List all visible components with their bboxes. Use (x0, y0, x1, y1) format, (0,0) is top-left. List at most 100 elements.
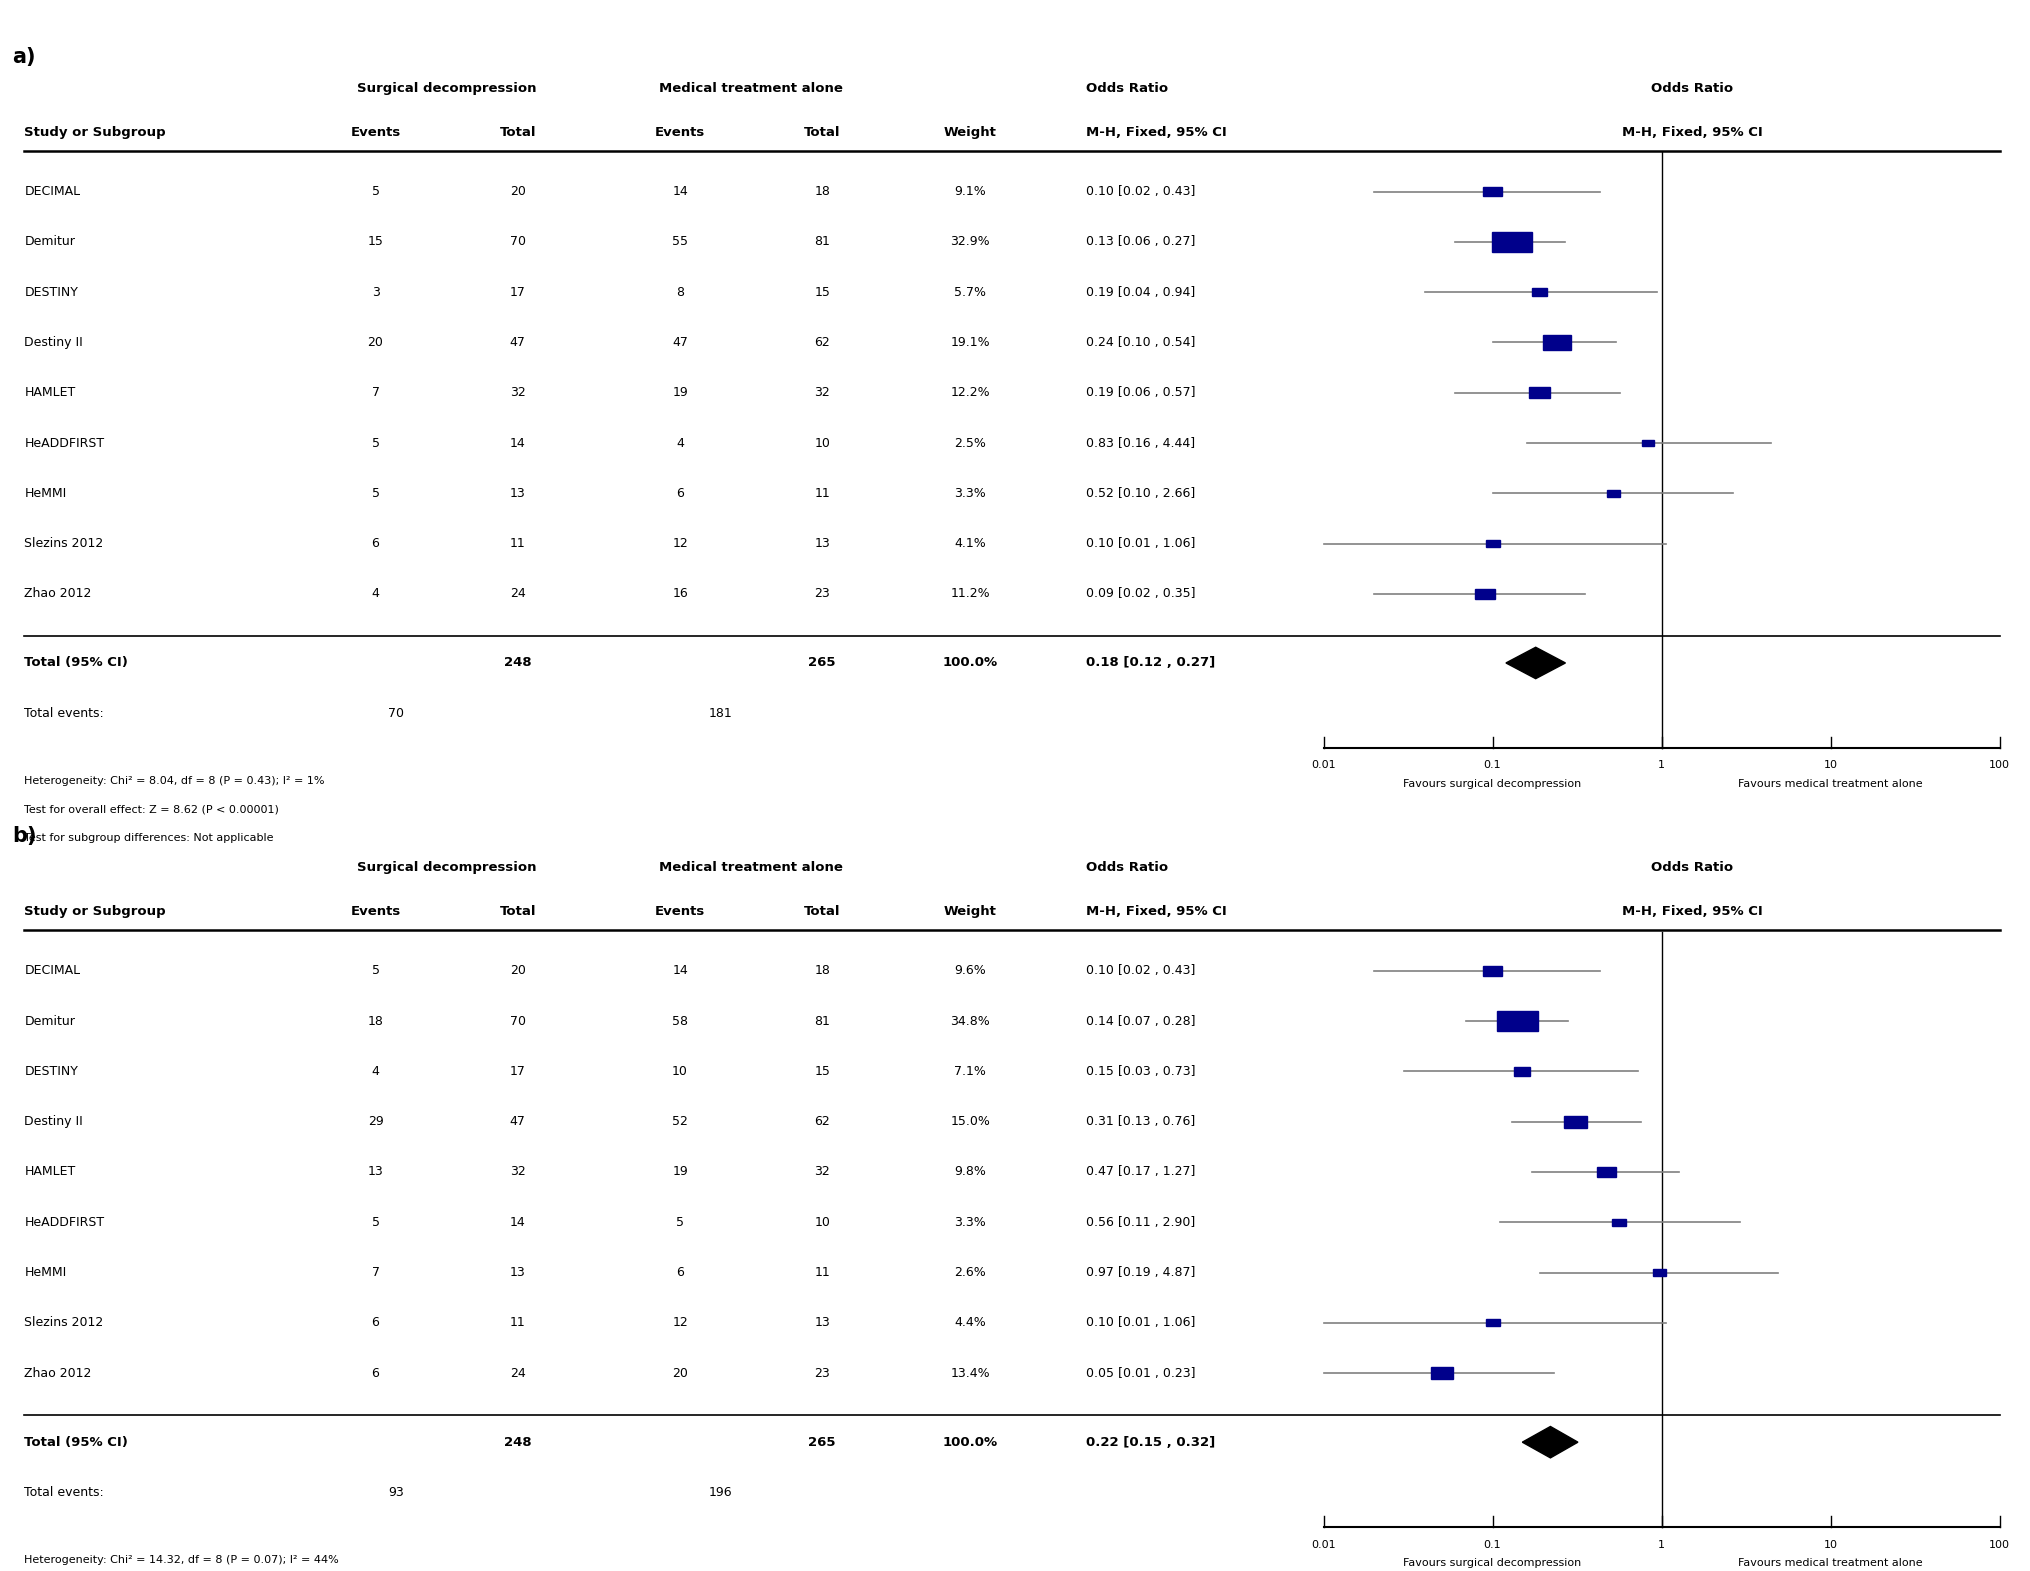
Text: Heterogeneity: Chi² = 8.04, df = 8 (P = 0.43); I² = 1%: Heterogeneity: Chi² = 8.04, df = 8 (P = … (24, 776, 325, 786)
Text: Zhao 2012: Zhao 2012 (24, 588, 91, 600)
Text: 1: 1 (1659, 1540, 1665, 1549)
Text: 20: 20 (367, 336, 384, 349)
Text: 52: 52 (672, 1115, 688, 1128)
Text: 10: 10 (1823, 760, 1837, 770)
Text: 0.01: 0.01 (1311, 760, 1336, 770)
Text: 58: 58 (672, 1015, 688, 1027)
Text: 32: 32 (814, 386, 830, 399)
Text: DECIMAL: DECIMAL (24, 185, 81, 198)
Text: 5: 5 (676, 1216, 684, 1229)
Text: 11: 11 (510, 537, 526, 550)
Text: 0.19 [0.04 , 0.94]: 0.19 [0.04 , 0.94] (1086, 286, 1196, 298)
Text: HAMLET: HAMLET (24, 386, 75, 399)
Text: 62: 62 (814, 1115, 830, 1128)
Text: 19: 19 (672, 386, 688, 399)
Bar (1492, 231, 1533, 253)
Text: 0.13 [0.06 , 0.27]: 0.13 [0.06 , 0.27] (1086, 236, 1196, 248)
Text: 14: 14 (510, 1216, 526, 1229)
Text: M-H, Fixed, 95% CI: M-H, Fixed, 95% CI (1086, 126, 1226, 138)
Text: 12: 12 (672, 1316, 688, 1329)
Text: 4: 4 (371, 588, 380, 600)
Text: 15: 15 (814, 1065, 830, 1078)
Text: Slezins 2012: Slezins 2012 (24, 1316, 104, 1329)
Text: 100.0%: 100.0% (942, 657, 999, 669)
Text: 15: 15 (814, 286, 830, 298)
Text: 0.10 [0.01 , 1.06]: 0.10 [0.01 , 1.06] (1086, 1316, 1196, 1329)
Text: 100: 100 (1989, 1540, 2010, 1549)
Text: 265: 265 (808, 1436, 836, 1448)
Bar (1486, 540, 1500, 547)
Text: Total: Total (499, 126, 536, 138)
Text: Zhao 2012: Zhao 2012 (24, 1367, 91, 1379)
Text: HeADDFIRST: HeADDFIRST (24, 437, 104, 449)
Text: 4.4%: 4.4% (954, 1316, 987, 1329)
Text: 47: 47 (510, 336, 526, 349)
Bar (1431, 1367, 1453, 1379)
Text: 6: 6 (371, 537, 380, 550)
Text: HeADDFIRST: HeADDFIRST (24, 1216, 104, 1229)
Text: 20: 20 (672, 1367, 688, 1379)
Text: 13: 13 (367, 1166, 384, 1178)
Text: Events: Events (351, 905, 400, 917)
Text: 14: 14 (510, 437, 526, 449)
Text: Favours surgical decompression: Favours surgical decompression (1403, 1558, 1581, 1568)
Text: 0.83 [0.16 , 4.44]: 0.83 [0.16 , 4.44] (1086, 437, 1196, 449)
Text: DESTINY: DESTINY (24, 1065, 79, 1078)
Text: 47: 47 (510, 1115, 526, 1128)
Bar (1496, 1010, 1537, 1032)
Text: 0.47 [0.17 , 1.27]: 0.47 [0.17 , 1.27] (1086, 1166, 1196, 1178)
Text: 196: 196 (708, 1486, 733, 1499)
Bar (1533, 289, 1547, 295)
Text: 0.31 [0.13 , 0.76]: 0.31 [0.13 , 0.76] (1086, 1115, 1196, 1128)
Text: 13: 13 (814, 537, 830, 550)
Text: 19: 19 (672, 1166, 688, 1178)
Text: 9.6%: 9.6% (954, 965, 987, 977)
Text: 19.1%: 19.1% (950, 336, 991, 349)
Bar (1543, 335, 1571, 350)
Text: 14: 14 (672, 185, 688, 198)
Text: 5: 5 (371, 487, 380, 500)
Text: 70: 70 (510, 236, 526, 248)
Text: 0.24 [0.10 , 0.54]: 0.24 [0.10 , 0.54] (1086, 336, 1196, 349)
Text: b): b) (12, 826, 37, 847)
Text: 10: 10 (814, 437, 830, 449)
Text: 5: 5 (371, 185, 380, 198)
Text: Odds Ratio: Odds Ratio (1650, 861, 1734, 873)
Text: 11: 11 (510, 1316, 526, 1329)
Text: HeMMI: HeMMI (24, 1266, 67, 1279)
Text: 6: 6 (676, 1266, 684, 1279)
Text: 0.22 [0.15 , 0.32]: 0.22 [0.15 , 0.32] (1086, 1436, 1216, 1448)
Text: 0.01: 0.01 (1311, 1540, 1336, 1549)
Text: 62: 62 (814, 336, 830, 349)
Text: 248: 248 (503, 1436, 532, 1448)
Text: 23: 23 (814, 1367, 830, 1379)
Text: Favours medical treatment alone: Favours medical treatment alone (1738, 779, 1922, 789)
Text: 100: 100 (1989, 760, 2010, 770)
Bar (1529, 388, 1551, 397)
Text: 6: 6 (676, 487, 684, 500)
Text: 0.97 [0.19 , 4.87]: 0.97 [0.19 , 4.87] (1086, 1266, 1196, 1279)
Text: Weight: Weight (944, 126, 997, 138)
Text: 17: 17 (510, 286, 526, 298)
Text: Demitur: Demitur (24, 1015, 75, 1027)
Text: Study or Subgroup: Study or Subgroup (24, 905, 166, 917)
Bar (1484, 966, 1502, 976)
Text: Weight: Weight (944, 905, 997, 917)
Text: 6: 6 (371, 1316, 380, 1329)
Text: a): a) (12, 47, 37, 68)
Text: 9.8%: 9.8% (954, 1166, 987, 1178)
Text: Heterogeneity: Chi² = 14.32, df = 8 (P = 0.07); I² = 44%: Heterogeneity: Chi² = 14.32, df = 8 (P =… (24, 1555, 339, 1565)
Text: 17: 17 (510, 1065, 526, 1078)
Text: 24: 24 (510, 1367, 526, 1379)
Text: 32.9%: 32.9% (950, 236, 991, 248)
Text: 24: 24 (510, 588, 526, 600)
Text: 4: 4 (676, 437, 684, 449)
Text: 0.18 [0.12 , 0.27]: 0.18 [0.12 , 0.27] (1086, 657, 1216, 669)
Text: Total events:: Total events: (24, 707, 104, 720)
Bar (1486, 1320, 1500, 1326)
Text: 3.3%: 3.3% (954, 487, 987, 500)
Text: 23: 23 (814, 588, 830, 600)
Text: Total events:: Total events: (24, 1486, 104, 1499)
Text: 70: 70 (388, 707, 404, 720)
Polygon shape (1506, 647, 1565, 679)
